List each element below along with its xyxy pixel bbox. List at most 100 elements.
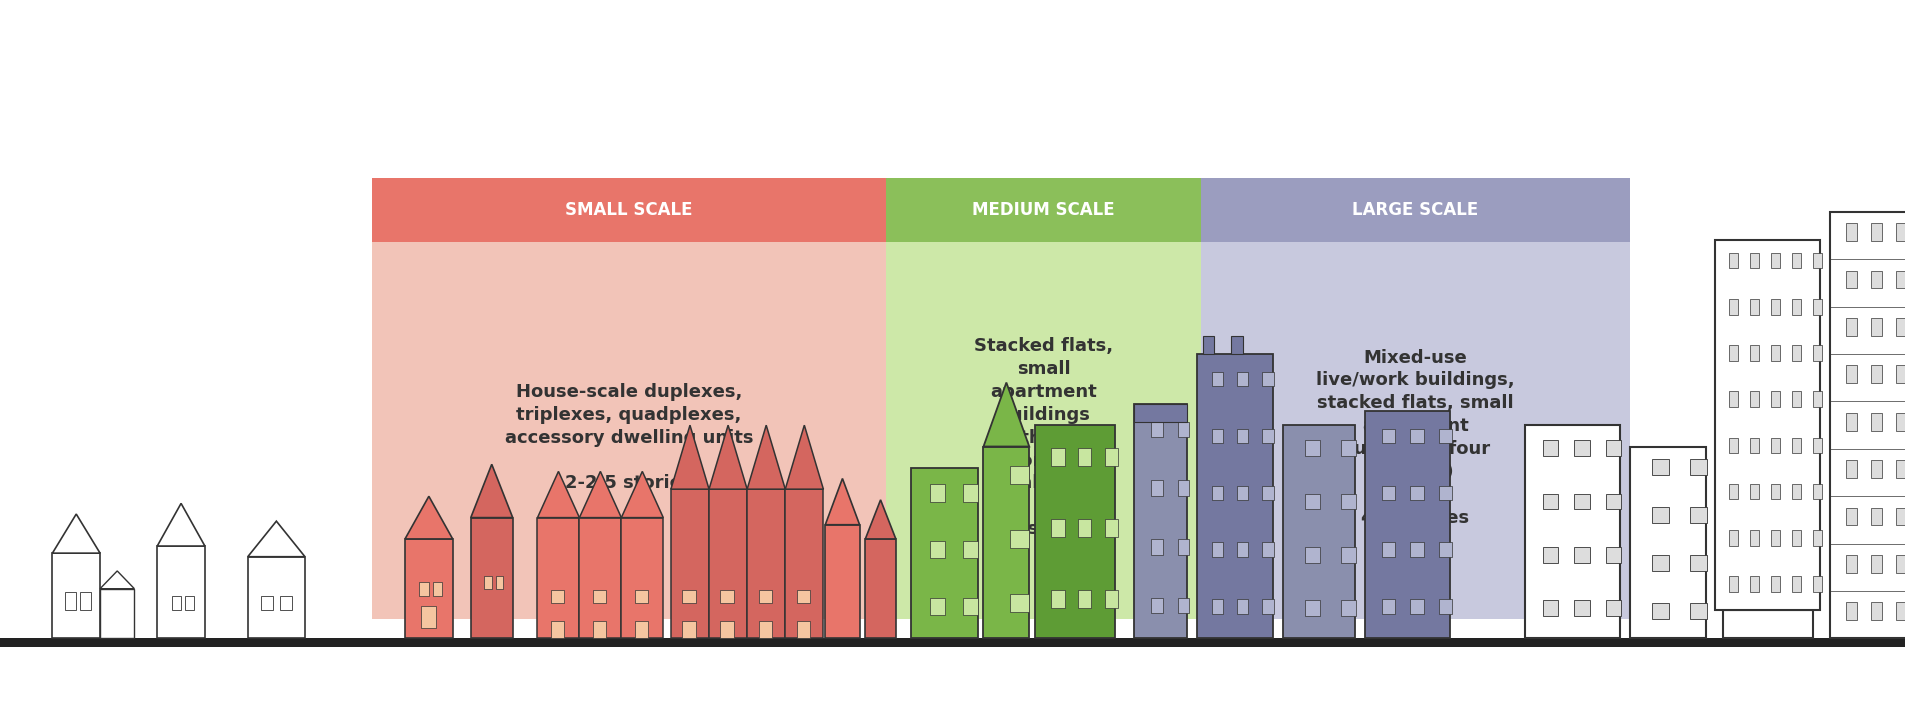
Bar: [1381, 486, 1394, 500]
Bar: [0, 638, 1905, 647]
Bar: [1770, 483, 1779, 499]
Bar: [758, 590, 772, 603]
Bar: [1574, 600, 1589, 616]
Bar: [865, 539, 895, 638]
Bar: [709, 489, 747, 638]
Bar: [1010, 466, 1029, 483]
Bar: [1650, 603, 1669, 619]
Bar: [1339, 493, 1356, 509]
Polygon shape: [983, 383, 1029, 447]
Bar: [1236, 542, 1248, 557]
Polygon shape: [747, 425, 785, 489]
Bar: [1339, 547, 1356, 563]
Bar: [1749, 253, 1758, 269]
Bar: [1010, 530, 1029, 547]
Bar: [682, 590, 695, 603]
Bar: [1151, 598, 1162, 614]
Bar: [1749, 299, 1758, 314]
Bar: [1103, 519, 1116, 538]
Bar: [962, 540, 977, 559]
Bar: [592, 621, 606, 638]
Bar: [1606, 440, 1621, 456]
Bar: [1438, 486, 1452, 500]
Bar: [1574, 493, 1589, 509]
Bar: [432, 582, 442, 596]
Bar: [1212, 599, 1223, 614]
Bar: [1844, 555, 1855, 573]
Bar: [1749, 391, 1758, 407]
Bar: [1770, 253, 1779, 269]
Bar: [495, 576, 503, 589]
Bar: [1894, 460, 1905, 478]
Bar: [185, 596, 194, 610]
Bar: [1541, 440, 1556, 456]
Bar: [419, 582, 429, 596]
Bar: [1541, 547, 1556, 563]
Bar: [1133, 404, 1187, 638]
Polygon shape: [785, 425, 823, 489]
Bar: [634, 621, 648, 638]
Bar: [1438, 599, 1452, 614]
Bar: [1770, 299, 1779, 314]
Bar: [1869, 270, 1880, 289]
Bar: [1202, 336, 1213, 354]
Bar: [1749, 483, 1758, 499]
Bar: [1869, 318, 1880, 336]
Bar: [1728, 253, 1737, 269]
Bar: [1541, 600, 1556, 616]
Bar: [248, 557, 305, 638]
Bar: [1812, 483, 1821, 499]
Bar: [1381, 542, 1394, 557]
Bar: [1869, 555, 1880, 573]
Bar: [1812, 576, 1821, 592]
Bar: [796, 590, 810, 603]
Bar: [471, 518, 512, 638]
Bar: [1339, 440, 1356, 456]
Bar: [1212, 542, 1223, 557]
Bar: [671, 489, 709, 638]
Bar: [1381, 429, 1394, 443]
Bar: [1688, 459, 1705, 475]
Bar: [1236, 372, 1248, 386]
Bar: [1438, 429, 1452, 443]
Bar: [1770, 437, 1779, 454]
Bar: [371, 242, 886, 619]
Bar: [1410, 542, 1423, 557]
Bar: [1339, 600, 1356, 616]
Bar: [1770, 391, 1779, 407]
Bar: [930, 597, 945, 616]
Bar: [1606, 493, 1621, 509]
Bar: [930, 540, 945, 559]
Bar: [1076, 449, 1090, 466]
Bar: [1177, 598, 1189, 614]
Bar: [1410, 599, 1423, 614]
Bar: [1103, 449, 1116, 466]
Bar: [1749, 530, 1758, 546]
Bar: [1261, 486, 1273, 500]
Bar: [911, 468, 977, 638]
Bar: [1650, 507, 1669, 523]
Bar: [371, 178, 886, 242]
Bar: [1010, 594, 1029, 611]
Bar: [1791, 345, 1800, 360]
Bar: [1869, 223, 1880, 241]
Bar: [1650, 555, 1669, 571]
Text: House-scale duplexes,
triplexes, quadplexes,
accessory dwelling units

2-2.5 sto: House-scale duplexes, triplexes, quadple…: [505, 383, 752, 493]
Bar: [886, 242, 1200, 619]
Bar: [1688, 507, 1705, 523]
Bar: [537, 518, 579, 638]
Bar: [1844, 460, 1855, 478]
Bar: [261, 596, 272, 610]
Bar: [796, 621, 810, 638]
Bar: [1770, 576, 1779, 592]
Bar: [1541, 493, 1556, 509]
Bar: [1076, 519, 1090, 538]
Bar: [1791, 530, 1800, 546]
Polygon shape: [101, 571, 133, 589]
Polygon shape: [579, 471, 621, 518]
Bar: [80, 592, 91, 610]
Bar: [1606, 547, 1621, 563]
Bar: [1052, 590, 1063, 609]
Bar: [1844, 602, 1855, 620]
Bar: [1524, 425, 1619, 638]
